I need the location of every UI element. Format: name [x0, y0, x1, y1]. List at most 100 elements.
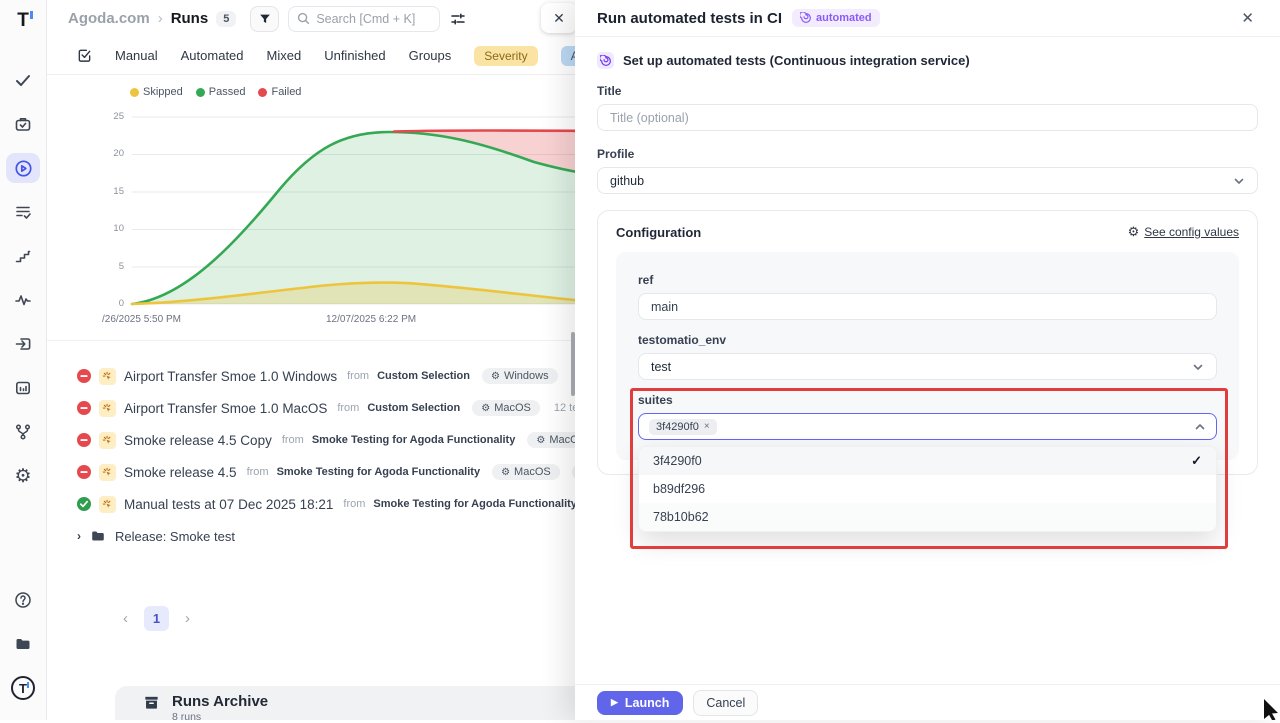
- gear-icon: ⚙: [536, 435, 545, 446]
- steps-icon[interactable]: [6, 241, 40, 271]
- failed-status-icon: [77, 433, 91, 447]
- section-title: Set up automated tests (Continuous integ…: [623, 53, 970, 68]
- drawer-close-float-button[interactable]: ✕: [541, 3, 577, 33]
- release-folder-row[interactable]: › Release: Smoke test: [47, 520, 622, 552]
- remove-tag-icon[interactable]: ×: [704, 421, 710, 432]
- search-input[interactable]: [316, 12, 426, 26]
- x-tick-left: /26/2025 5:50 PM: [102, 314, 181, 325]
- run-in-ci-drawer: Run automated tests in CI automated ✕ Se…: [575, 0, 1280, 720]
- tab-automated[interactable]: Automated: [181, 48, 244, 63]
- passed-status-icon: [77, 497, 91, 511]
- chevron-up-icon: [1194, 421, 1206, 433]
- run-row[interactable]: Airport Transfer Smoe 1.0 Windows from C…: [47, 360, 622, 392]
- run-from-label: from: [343, 498, 365, 510]
- failed-status-icon: [77, 465, 91, 479]
- drawer-title: Run automated tests in CI: [597, 10, 782, 27]
- launch-button[interactable]: ▶ Launch: [597, 691, 683, 715]
- archive-title: Runs Archive: [172, 694, 268, 711]
- dropdown-option[interactable]: 78b10b62: [639, 503, 1216, 531]
- title-input[interactable]: [597, 104, 1258, 131]
- testomatio-env-select[interactable]: test: [638, 353, 1217, 380]
- dropdown-option[interactable]: 3f4290f0 ✓: [639, 447, 1216, 475]
- activity-icon[interactable]: [6, 285, 40, 315]
- failed-status-icon: [77, 369, 91, 383]
- tab-groups[interactable]: Groups: [409, 48, 452, 63]
- close-icon[interactable]: ✕: [1237, 7, 1258, 29]
- profile-label: Profile: [597, 147, 1258, 161]
- testomat-logo-circle-icon[interactable]: T: [6, 673, 40, 703]
- selected-suite-tag: 3f4290f0 ×: [649, 419, 717, 435]
- pagination: ‹ 1 ›: [119, 606, 194, 631]
- play-circle-icon[interactable]: [6, 153, 40, 183]
- page-1-button[interactable]: 1: [144, 606, 169, 631]
- sliders-icon[interactable]: [450, 11, 466, 27]
- x-tick-mid: 12/07/2025 6:22 PM: [326, 314, 416, 325]
- automated-run-icon: [99, 368, 116, 385]
- run-source: Custom Selection: [367, 402, 460, 414]
- runs-area-chart: 25 20 15 10 5 0 /26/2025 5:50 PM: [94, 80, 622, 330]
- check-icon[interactable]: [6, 65, 40, 95]
- chevron-right-icon[interactable]: ›: [77, 529, 81, 543]
- env-chip: ⚙Windows: [482, 368, 558, 384]
- run-title: Airport Transfer Smoe 1.0 MacOS: [124, 401, 327, 416]
- icon-sidebar: T ⚙ T: [0, 0, 47, 720]
- chevron-down-icon: [1192, 361, 1204, 373]
- help-icon[interactable]: [6, 585, 40, 615]
- run-row[interactable]: Smoke release 4.5 Copy from Smoke Testin…: [47, 424, 622, 456]
- runs-archive-bar[interactable]: Runs Archive 8 runs: [115, 686, 625, 720]
- breadcrumb-page[interactable]: Runs: [171, 10, 209, 27]
- dropdown-option[interactable]: b89df296: [639, 475, 1216, 503]
- check-icon: ✓: [1191, 453, 1202, 469]
- configuration-title: Configuration: [616, 225, 701, 240]
- drawer-footer: ▶ Launch Cancel: [575, 684, 1280, 720]
- drawer-body: Set up automated tests (Continuous integ…: [575, 37, 1280, 684]
- see-config-values-link[interactable]: ⚙ See config values: [1128, 224, 1239, 240]
- branch-icon[interactable]: [6, 417, 40, 447]
- gear-icon: ⚙: [1128, 224, 1140, 240]
- run-from-label: from: [247, 466, 269, 478]
- report-icon[interactable]: [6, 373, 40, 403]
- tab-manual[interactable]: Manual: [115, 48, 158, 63]
- run-title: Airport Transfer Smoe 1.0 Windows: [124, 369, 337, 384]
- automated-run-icon: [99, 496, 116, 513]
- run-row[interactable]: Airport Transfer Smoe 1.0 MacOS from Cus…: [47, 392, 622, 424]
- run-row[interactable]: Manual tests at 07 Dec 2025 18:21 from S…: [47, 488, 622, 520]
- run-title: Smoke release 4.5 Copy: [124, 433, 272, 448]
- tab-unfinished[interactable]: Unfinished: [324, 48, 385, 63]
- chart-canvas: [94, 80, 622, 310]
- cancel-button[interactable]: Cancel: [693, 690, 758, 716]
- config-fields-panel: ref testomatio_env test suites 3f42: [616, 252, 1239, 460]
- run-row[interactable]: Smoke release 4.5 from Smoke Testing for…: [47, 456, 622, 488]
- tab-mixed[interactable]: Mixed: [267, 48, 302, 63]
- topbar: Agoda.com › Runs 5: [47, 0, 575, 37]
- env-chip: ⚙MacOS: [472, 400, 540, 416]
- run-source: Smoke Testing for Agoda Functionality: [373, 498, 577, 510]
- y-tick-5: 5: [98, 261, 124, 272]
- run-tabs: Manual Automated Mixed Unfinished Groups…: [47, 37, 575, 75]
- breadcrumb-project[interactable]: Agoda.com: [68, 10, 150, 27]
- swirl-icon: [597, 52, 614, 69]
- filter-button[interactable]: [250, 6, 279, 32]
- prev-page-button[interactable]: ‹: [119, 606, 132, 631]
- runs-count-badge: 5: [216, 11, 236, 27]
- y-tick-10: 10: [98, 223, 124, 234]
- next-page-button[interactable]: ›: [181, 606, 194, 631]
- run-from-label: from: [347, 370, 369, 382]
- testomat-logo-icon[interactable]: T: [17, 10, 29, 32]
- configuration-card: Configuration ⚙ See config values ref te…: [597, 210, 1258, 475]
- run-title: Manual tests at 07 Dec 2025 18:21: [124, 497, 333, 512]
- ref-input[interactable]: [638, 293, 1217, 320]
- severity-filter-pill[interactable]: Severity: [474, 46, 537, 66]
- briefcase-check-icon[interactable]: [6, 109, 40, 139]
- gear-icon[interactable]: ⚙: [6, 461, 40, 491]
- automated-run-icon: [99, 400, 116, 417]
- select-all-icon[interactable]: [77, 48, 92, 63]
- suites-dropdown: 3f4290f0 ✓ b89df296 78b10b62: [638, 446, 1217, 532]
- folder-icon[interactable]: [6, 629, 40, 659]
- env-chip: ⚙MacOS: [492, 464, 560, 480]
- suites-multiselect[interactable]: 3f4290f0 ×: [638, 413, 1217, 440]
- list-check-icon[interactable]: [6, 197, 40, 227]
- import-icon[interactable]: [6, 329, 40, 359]
- profile-select[interactable]: github: [597, 167, 1258, 194]
- automated-run-icon: [99, 432, 116, 449]
